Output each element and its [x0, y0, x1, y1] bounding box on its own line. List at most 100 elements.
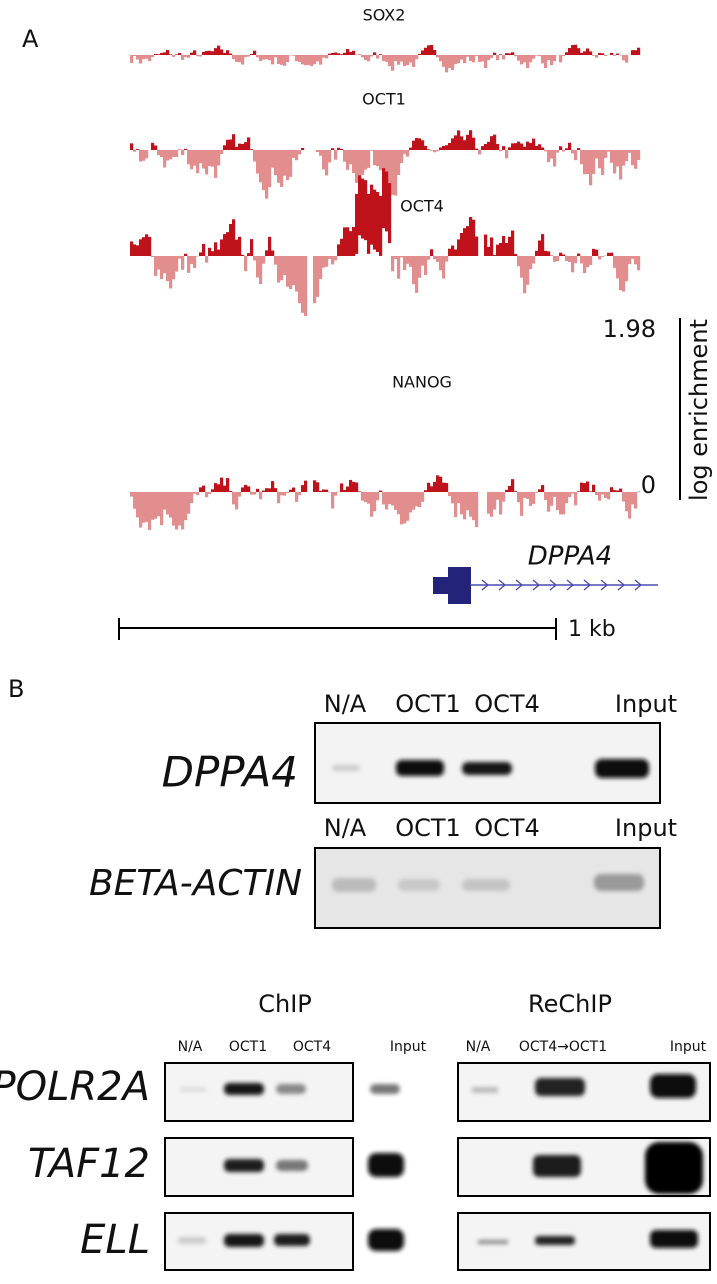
track-bar [214, 483, 217, 492]
row-gene: ELL [80, 1217, 150, 1263]
track-bar [625, 492, 628, 511]
track-bar [430, 45, 433, 55]
track-bar [442, 146, 445, 150]
track-bar [505, 150, 508, 158]
track-bar [568, 143, 571, 150]
track-bar [487, 142, 490, 150]
track-bar [286, 256, 289, 287]
track-bar [205, 150, 208, 174]
track-bar [145, 150, 148, 158]
track-bar [187, 150, 190, 164]
track-bar [577, 254, 580, 256]
track-bar [130, 241, 133, 256]
track-bar [532, 55, 535, 59]
track-bar [214, 48, 217, 55]
track-bar [439, 55, 442, 61]
track-bar [292, 488, 295, 492]
track-bar [610, 53, 613, 55]
track-bar [631, 256, 634, 259]
track-bar [418, 256, 421, 278]
track-bar [262, 256, 265, 264]
track-bar [469, 55, 472, 61]
track-bar [595, 250, 598, 256]
track-bar [232, 219, 235, 256]
track-bar [373, 492, 376, 511]
track-bar [313, 480, 316, 492]
track-bar [583, 256, 586, 273]
track-bar [412, 492, 415, 510]
track-bar [418, 138, 421, 150]
track-bar [493, 53, 496, 55]
track-bar [160, 150, 163, 157]
track-bar [496, 144, 499, 150]
track-bar [490, 55, 493, 58]
track-bar [397, 150, 400, 175]
track-bar [331, 148, 334, 150]
track-bar [601, 53, 604, 55]
lane-label: N/A [466, 1039, 491, 1055]
track-bar [514, 55, 517, 56]
track-bar [430, 249, 433, 256]
track-bar [511, 231, 514, 256]
track-bar [403, 55, 406, 66]
track-bar [346, 150, 349, 170]
track-bar [418, 492, 421, 507]
track-bar [511, 52, 514, 55]
track-bar [259, 150, 262, 182]
track-bar [292, 150, 295, 158]
track-bar [427, 45, 430, 55]
track-bar [304, 256, 307, 316]
lane-label: OCT4 [293, 1039, 331, 1055]
track-bar [307, 55, 310, 65]
track-bar [553, 256, 556, 262]
track-bar [448, 143, 451, 150]
track-bar [502, 492, 505, 502]
track-bar [358, 175, 361, 235]
track-bar [181, 55, 184, 60]
track-bar [190, 492, 193, 503]
track-bar [241, 55, 244, 65]
track-bar [529, 256, 532, 269]
track-bar [166, 50, 169, 55]
track-bar [133, 150, 136, 152]
track-bar [316, 150, 319, 152]
track-bar [637, 48, 640, 55]
track-bar [571, 45, 574, 55]
lane-label: OCT1 [395, 690, 461, 718]
track-bar [379, 54, 382, 55]
track-bar [262, 55, 265, 60]
lane-label: N/A [324, 690, 367, 718]
track-bar [613, 150, 616, 174]
track-bar [277, 55, 280, 64]
track-bar [616, 491, 619, 492]
track-bar [466, 226, 469, 256]
track-bar [475, 149, 478, 150]
track-bar [382, 168, 385, 228]
track-bar [136, 149, 139, 150]
track-bar [610, 150, 613, 163]
track-bar [367, 55, 370, 61]
track-bar [220, 478, 223, 492]
track-bar [394, 492, 397, 510]
track-bar [514, 491, 517, 492]
track-bar [514, 143, 517, 150]
track-bar [316, 55, 319, 61]
track-bar [445, 483, 448, 492]
track-bar [583, 51, 586, 55]
track-bar [346, 227, 349, 256]
track-bar [334, 492, 337, 496]
track-bar [298, 256, 301, 303]
track-bar [532, 492, 535, 504]
lane-label: OCT4 [474, 814, 540, 842]
track-bar [334, 53, 337, 55]
track-bar [211, 150, 214, 167]
track-bar [490, 492, 493, 517]
lane-label: OCT1 [395, 814, 461, 842]
track-bar [355, 483, 358, 492]
track-bar [388, 55, 391, 66]
track-bar [586, 150, 589, 174]
track-bar [181, 150, 184, 155]
track-bar [496, 55, 499, 60]
track-bar [250, 149, 253, 150]
track-bar [415, 256, 418, 293]
